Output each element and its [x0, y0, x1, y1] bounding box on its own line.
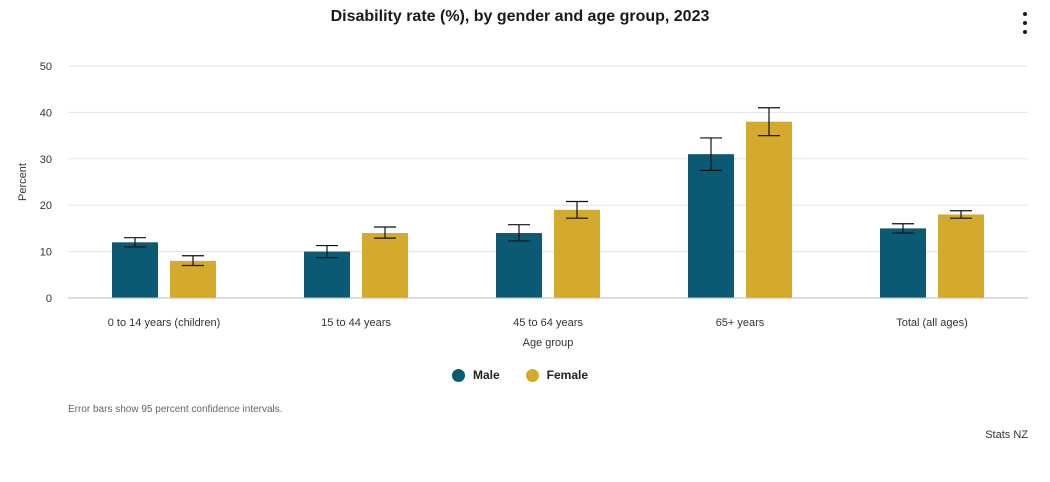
x-tick-label: 0 to 14 years (children): [108, 317, 221, 329]
menu-dot: [1023, 12, 1027, 16]
source-credit: Stats NZ: [985, 429, 1028, 441]
legend-label-male: Male: [472, 368, 500, 382]
legend-swatch-female: [525, 368, 539, 382]
y-tick-label: 0: [46, 293, 52, 305]
bar-female: [938, 214, 984, 298]
bar-male: [496, 233, 542, 298]
bar-male: [304, 251, 350, 298]
x-tick-label: 45 to 64 years: [513, 317, 583, 329]
legend-swatch-male: [451, 368, 465, 382]
y-tick-label: 20: [40, 200, 52, 212]
footnote: Error bars show 95 percent confidence in…: [68, 404, 283, 415]
bar-female: [362, 233, 408, 298]
legend-item-female[interactable]: Female: [525, 368, 589, 382]
menu-dot: [1023, 30, 1027, 34]
y-tick-label: 40: [40, 107, 52, 119]
y-tick-label: 10: [40, 247, 52, 259]
x-tick-label: Total (all ages): [896, 317, 968, 329]
y-axis-title: Percent: [17, 163, 29, 201]
chart-legend: Male Female: [0, 368, 1040, 382]
more-options-icon[interactable]: [1016, 10, 1034, 36]
x-tick-label: 65+ years: [716, 317, 765, 329]
y-tick-label: 30: [40, 154, 52, 166]
bar-female: [170, 260, 216, 298]
legend-label-female: Female: [546, 368, 589, 382]
x-tick-label: 15 to 44 years: [321, 317, 391, 329]
bar-male: [880, 228, 926, 298]
chart-title: Disability rate (%), by gender and age g…: [330, 8, 710, 25]
legend-item-male[interactable]: Male: [451, 368, 500, 382]
menu-dot: [1023, 21, 1027, 25]
bar-male: [112, 242, 158, 298]
bar-female: [554, 209, 600, 298]
y-tick-label: 50: [40, 61, 52, 73]
bar-chart: 0 10 20 30 40 50 Percent 0 to 14 years (childre…: [17, 61, 1028, 349]
bar-female: [746, 121, 792, 299]
x-axis-title: Age group: [523, 337, 574, 349]
bar-male: [688, 154, 734, 298]
